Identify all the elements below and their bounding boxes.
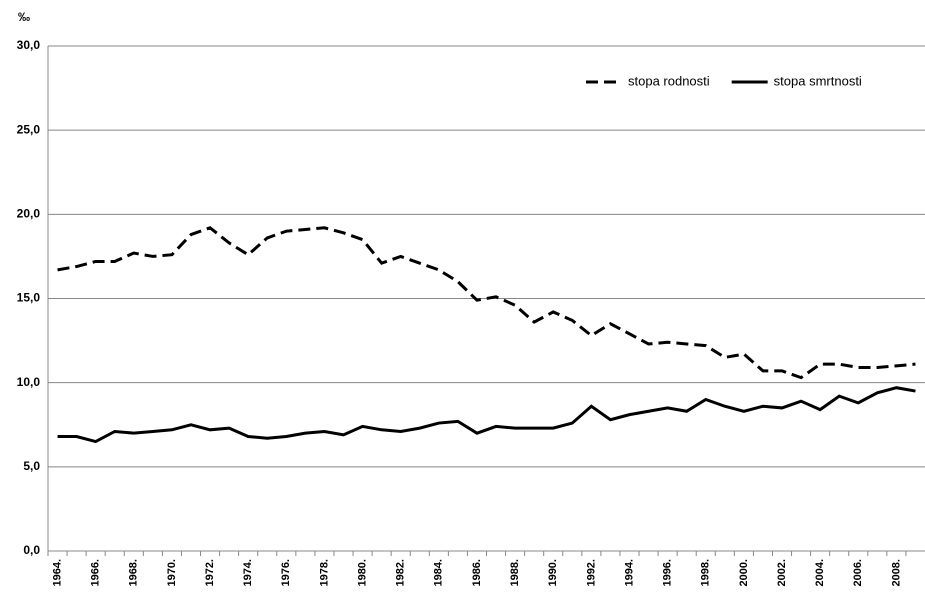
x-tick-label: 1980. [356, 559, 368, 587]
x-tick-label: 1982. [395, 559, 407, 587]
x-tick-label: 1998. [700, 559, 712, 587]
y-tick-label: 0,0 [23, 543, 40, 557]
legend-label: stopa rodnosti [628, 73, 710, 88]
x-tick-label: 1964. [51, 559, 63, 587]
x-tick-label: 1974. [242, 559, 254, 587]
x-tick-label: 1992. [585, 559, 597, 587]
x-tick-label: 1988. [509, 559, 521, 587]
y-tick-label: 20,0 [17, 207, 41, 221]
x-tick-label: 1976. [280, 559, 292, 587]
x-tick-label: 2000. [738, 559, 750, 587]
x-tick-label: 2002. [776, 559, 788, 587]
y-tick-label: 30,0 [17, 38, 41, 52]
x-tick-label: 1996. [662, 559, 674, 587]
x-tick-label: 1978. [318, 559, 330, 587]
x-tick-label: 1984. [433, 559, 445, 587]
x-tick-label: 1970. [166, 559, 178, 587]
data-line [57, 386, 916, 444]
x-tick-label: 1966. [90, 559, 102, 587]
y-tick-label: 15,0 [17, 291, 41, 305]
x-tick-label: 1990. [547, 559, 559, 587]
legend-label: stopa smrtnosti [774, 73, 862, 88]
x-tick-label: 1972. [204, 559, 216, 587]
x-tick-label: 1986. [471, 559, 483, 587]
y-tick-label: 5,0 [23, 459, 40, 473]
x-tick-label: 2004. [814, 559, 826, 587]
x-tick-label: 2006. [852, 559, 864, 587]
x-tick-label: 1994. [623, 559, 635, 587]
y-tick-label: 10,0 [17, 375, 41, 389]
data-line [57, 226, 916, 380]
x-tick-label: 2008. [890, 559, 902, 587]
y-tick-label: 25,0 [17, 122, 41, 136]
y-axis-label: ‰ [18, 10, 30, 24]
x-tick-label: 1968. [128, 559, 140, 587]
